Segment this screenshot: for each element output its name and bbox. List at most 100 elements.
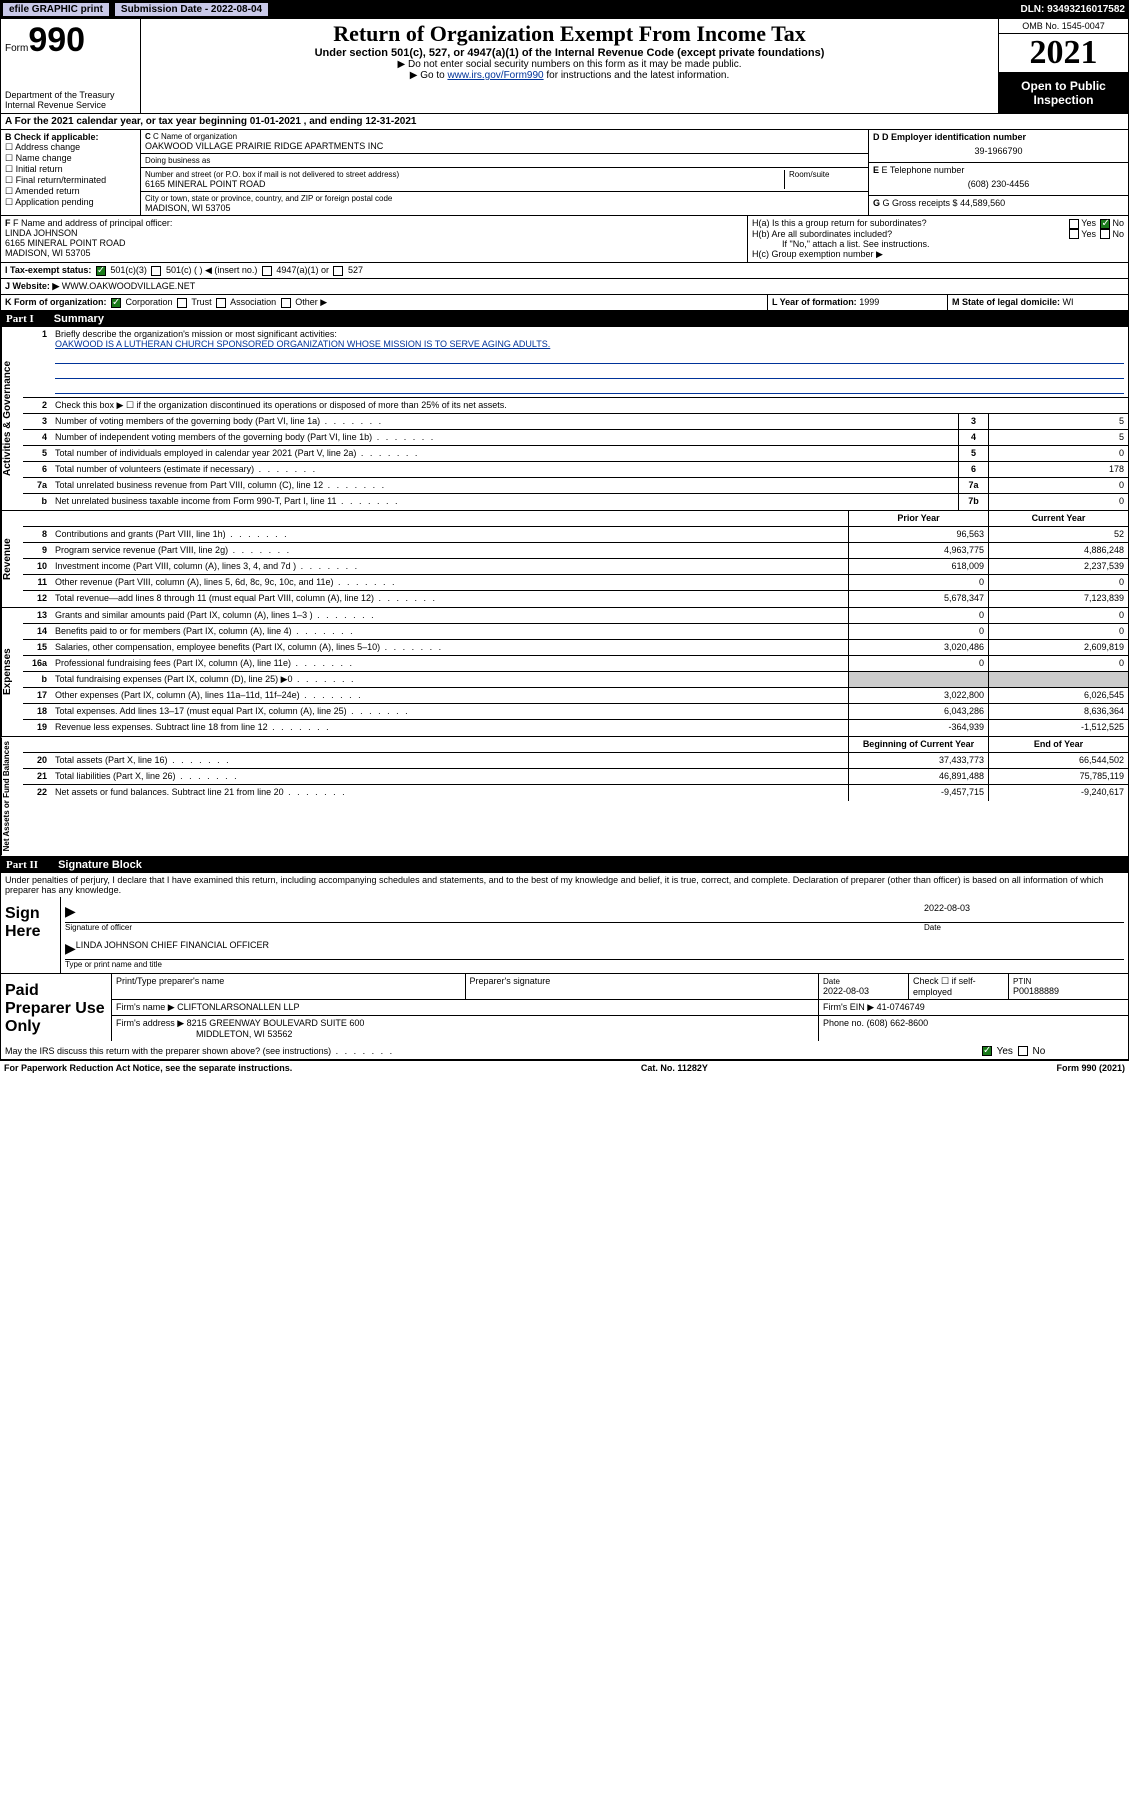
hb-yes[interactable] <box>1069 229 1079 239</box>
arrow-icon: ▶ <box>65 940 76 957</box>
mission-text: OAKWOOD IS A LUTHERAN CHURCH SPONSORED O… <box>55 339 550 349</box>
line2-text: Check this box ▶ ☐ if the organization d… <box>51 398 1128 413</box>
submission-date-button[interactable]: Submission Date - 2022-08-04 <box>114 2 269 17</box>
may-irs-text: May the IRS discuss this return with the… <box>1 1044 978 1059</box>
form-org-label: K Form of organization: <box>5 297 107 307</box>
arrow-icon: ▶ <box>65 903 76 920</box>
principal-name: LINDA JOHNSON <box>5 228 743 238</box>
col-prior: Prior Year <box>848 511 988 526</box>
gross-label: G Gross receipts $ <box>883 198 958 208</box>
col-begin: Beginning of Current Year <box>848 737 988 752</box>
ptin-value: P00188889 <box>1013 986 1059 996</box>
cb-trust[interactable] <box>177 298 187 308</box>
principal-label: F Name and address of principal officer: <box>13 218 172 228</box>
footer-right: Form 990 (2021) <box>1056 1063 1125 1073</box>
check-self-employed[interactable]: Check ☐ if self-employed <box>908 974 1008 999</box>
cb-corp[interactable] <box>111 298 121 308</box>
form-prefix: Form <box>5 43 28 54</box>
irs-link[interactable]: www.irs.gov/Form990 <box>447 70 543 81</box>
hb-label: H(b) Are all subordinates included? <box>752 229 892 240</box>
section-c: C C Name of organization OAKWOOD VILLAGE… <box>141 130 868 215</box>
topbar: efile GRAPHIC print Submission Date - 20… <box>0 0 1129 18</box>
irs-no[interactable] <box>1018 1046 1028 1056</box>
tab-governance: Activities & Governance <box>1 327 23 510</box>
form-number: 990 <box>28 21 85 59</box>
cb-4947[interactable] <box>262 266 272 276</box>
phone-label: E E Telephone number <box>873 165 1124 175</box>
section-l: L Year of formation: 1999 <box>768 295 948 310</box>
section-a: A For the 2021 calendar year, or tax yea… <box>1 114 420 129</box>
form-subtitle: Under section 501(c), 527, or 4947(a)(1)… <box>145 47 994 59</box>
sig-date: 2022-08-03 <box>924 903 1124 920</box>
tab-netassets: Net Assets or Fund Balances <box>1 737 23 855</box>
ha-yes[interactable] <box>1069 219 1079 229</box>
tax-year: 2021 <box>999 34 1128 73</box>
cb-501c[interactable] <box>151 266 161 276</box>
cb-other[interactable] <box>281 298 291 308</box>
section-f: F F Name and address of principal office… <box>1 216 748 262</box>
cb-501c3[interactable] <box>96 266 106 276</box>
section-de: D D Employer identification number 39-19… <box>868 130 1128 215</box>
ein-label: D D Employer identification number <box>873 132 1124 142</box>
note-goto-pre: ▶ Go to <box>410 70 448 81</box>
ha-label: H(a) Is this a group return for subordin… <box>752 218 927 229</box>
open-public-badge: Open to Public Inspection <box>999 73 1128 113</box>
prep-date: 2022-08-03 <box>823 986 869 996</box>
paid-prep-label: Paid Preparer Use Only <box>1 974 111 1044</box>
cb-name-change[interactable]: ☐ Name change <box>5 153 136 164</box>
cb-assoc[interactable] <box>216 298 226 308</box>
type-name-label: Type or print name and title <box>65 960 1124 969</box>
col-current: Current Year <box>988 511 1128 526</box>
form-title: Return of Organization Exempt From Incom… <box>145 21 994 47</box>
section-m: M State of legal domicile: WI <box>948 295 1128 310</box>
cb-amended[interactable]: ☐ Amended return <box>5 186 136 197</box>
website-label: J Website: ▶ <box>5 281 59 291</box>
dept-treasury: Department of the Treasury Internal Reve… <box>5 90 136 110</box>
efile-print-button[interactable]: efile GRAPHIC print <box>2 2 110 17</box>
cb-final-return[interactable]: ☐ Final return/terminated <box>5 175 136 186</box>
tab-expenses: Expenses <box>1 608 23 736</box>
sig-officer-label: Signature of officer <box>65 923 924 932</box>
footer-mid: Cat. No. 11282Y <box>641 1063 708 1073</box>
addr-value: 6165 MINERAL POINT ROAD <box>145 179 784 189</box>
cb-address-change[interactable]: ☐ Address change <box>5 142 136 153</box>
note-goto-post: for instructions and the latest informat… <box>544 70 730 81</box>
prep-sig-label: Preparer's signature <box>465 974 819 999</box>
footer: For Paperwork Reduction Act Notice, see … <box>0 1061 1129 1075</box>
col-end: End of Year <box>988 737 1128 752</box>
firm-ein: 41-0746749 <box>877 1002 925 1012</box>
irs-yes[interactable] <box>982 1046 992 1056</box>
cb-app-pending[interactable]: ☐ Application pending <box>5 197 136 208</box>
firm-addr2: MIDDLETON, WI 53562 <box>116 1029 292 1039</box>
hb-no[interactable] <box>1100 229 1110 239</box>
city-value: MADISON, WI 53705 <box>145 203 864 213</box>
note-ssn: ▶ Do not enter social security numbers o… <box>145 59 994 70</box>
tax-status-label: I Tax-exempt status: <box>5 265 91 275</box>
part1-header: Part I Summary <box>0 311 1129 327</box>
dln-text: DLN: 93493216017582 <box>1020 4 1129 15</box>
org-name: OAKWOOD VILLAGE PRAIRIE RIDGE APARTMENTS… <box>145 141 864 151</box>
part2-header: Part II Signature Block <box>0 857 1129 873</box>
website-value: WWW.OAKWOODVILLAGE.NET <box>62 281 196 291</box>
phone-value: (608) 230-4456 <box>873 175 1124 193</box>
firm-name: CLIFTONLARSONALLEN LLP <box>177 1002 299 1012</box>
addr-label: Number and street (or P.O. box if mail i… <box>145 170 784 179</box>
section-k: K Form of organization: Corporation Trus… <box>1 295 768 310</box>
room-label: Room/suite <box>789 170 864 179</box>
omb-number: OMB No. 1545-0047 <box>999 19 1128 34</box>
note-goto: ▶ Go to www.irs.gov/Form990 for instruct… <box>145 70 994 81</box>
cb-initial-return[interactable]: ☐ Initial return <box>5 164 136 175</box>
prep-name-label: Print/Type preparer's name <box>111 974 465 999</box>
officer-name: LINDA JOHNSON CHIEF FINANCIAL OFFICER <box>76 940 269 957</box>
gross-value: 44,589,560 <box>960 198 1005 208</box>
cb-527[interactable] <box>333 266 343 276</box>
hc-label: H(c) Group exemption number ▶ <box>752 249 1124 260</box>
principal-addr1: 6165 MINERAL POINT ROAD <box>5 238 743 248</box>
sign-here-label: Sign Here <box>1 897 61 973</box>
principal-addr2: MADISON, WI 53705 <box>5 248 743 258</box>
form-header: Form990 Department of the Treasury Inter… <box>0 18 1129 114</box>
tab-revenue: Revenue <box>1 511 23 607</box>
ha-no[interactable] <box>1100 219 1110 229</box>
footer-left: For Paperwork Reduction Act Notice, see … <box>4 1063 292 1073</box>
mission-label: Briefly describe the organization's miss… <box>55 329 337 339</box>
